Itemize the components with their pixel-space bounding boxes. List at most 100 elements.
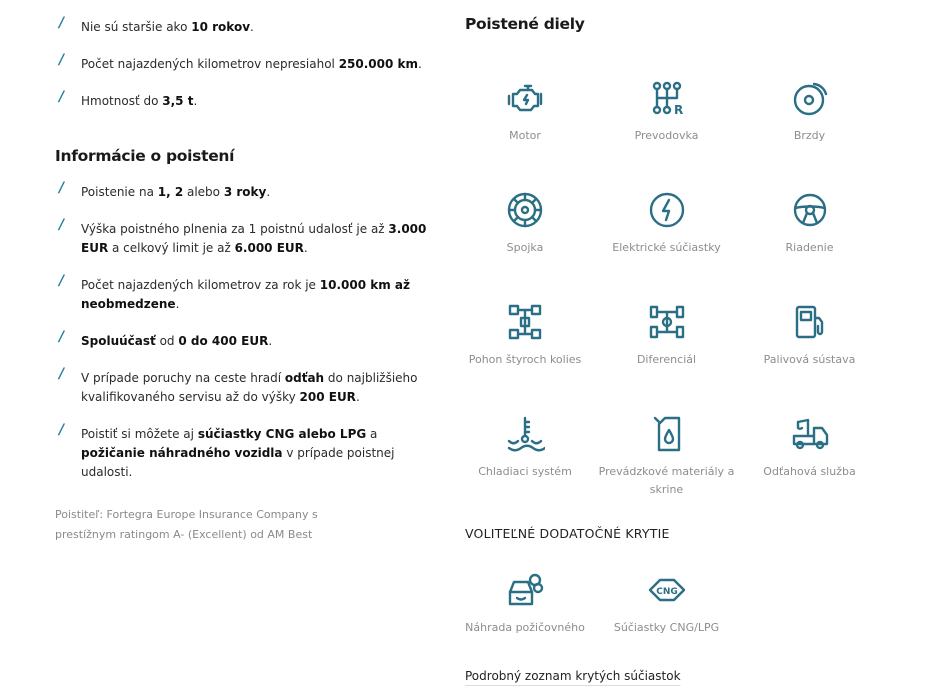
text: Nie sú staršie ako: [81, 20, 192, 34]
part-label: Motor: [509, 129, 541, 142]
part-tile: Motor: [455, 78, 595, 190]
part-tile: Chladiaci systém: [455, 414, 595, 526]
info-heading: Informácie o poistení: [55, 147, 235, 165]
part-tile: Palivová sústava: [738, 302, 881, 414]
text: Poistiť si môžete aj: [81, 427, 198, 441]
slash-bullet-icon: /: [59, 422, 65, 438]
slash-bullet-icon: /: [59, 180, 65, 196]
optional-heading: VOLITEĽNÉ DODATOČNÉ KRYTIE: [465, 526, 670, 541]
slash-bullet-icon: /: [59, 89, 65, 105]
text: .: [303, 241, 308, 255]
part-tile: Riadenie: [738, 190, 881, 302]
text: Počet najazdených kilometrov za rok je: [81, 278, 320, 292]
parts-grid: Motor R Prevodovka Brzdy Spojka Elektrické sú…: [455, 78, 875, 526]
gear-shift-icon: R: [652, 81, 683, 117]
part-label: Elektrické súčiastky: [612, 241, 721, 254]
slash-bullet-icon: /: [59, 273, 65, 289]
cng-icon: CNG: [648, 578, 685, 602]
bold-text: 3.000 EUR: [81, 222, 427, 255]
part-tile: R Prevodovka: [595, 78, 738, 190]
replacement-car-icon: [508, 573, 544, 606]
part-tile: Brzdy: [738, 78, 881, 190]
steering-wheel-icon: [793, 193, 826, 227]
slash-bullet-icon: /: [59, 15, 65, 31]
list-item: / Počet najazdených kilometrov nepresiaho…: [55, 52, 422, 74]
brake-disc-icon: [793, 82, 827, 116]
bold-text: 250.000 km: [338, 57, 419, 71]
lightning-icon: [649, 192, 684, 228]
part-tile: Prevádzkové materiály a skrine: [595, 414, 738, 526]
four-wheel-drive-icon: [508, 304, 542, 340]
text: a: [366, 427, 378, 441]
bold-text: 200 EUR: [299, 390, 356, 404]
text: .: [266, 185, 271, 199]
part-label: Spojka: [506, 241, 544, 254]
text: .: [355, 390, 360, 404]
bold-text: súčiastky CNG alebo LPG: [197, 427, 367, 441]
text: .: [268, 334, 273, 348]
text: Výška poistného plnenia za 1 poistnú uda…: [81, 222, 389, 236]
text: .: [193, 94, 198, 108]
list-item: / Nie sú staršie ako 10 rokov.: [55, 15, 422, 37]
text: v prípade poistnej udalosti.: [81, 446, 395, 479]
slash-bullet-icon: /: [59, 52, 65, 68]
part-tile: Diferenciál: [595, 302, 738, 414]
part-tile: Spojka: [455, 190, 595, 302]
part-tile: CNG Súčiastky CNG/LPG: [595, 570, 738, 682]
list-item: / Počet najazdených kilometrov za rok je …: [55, 273, 435, 314]
part-tile: Odťahová služba: [738, 414, 881, 526]
part-label: Náhrada požičovného: [465, 621, 585, 634]
clutch-icon: [507, 192, 543, 228]
list-item: / Hmotnosť do 3,5 t.: [55, 89, 422, 111]
part-label: Palivová sústava: [763, 353, 856, 366]
tow-truck-icon: [792, 418, 828, 450]
bold-text: 10 rokov: [191, 20, 251, 34]
bold-text: 3,5 t: [162, 94, 194, 108]
part-label: Diferenciál: [636, 353, 697, 366]
svg-text:CNG: CNG: [656, 587, 678, 597]
list-item: / Poistenie na 1, 2 alebo 3 roky.: [55, 180, 435, 202]
list-item: / Poistiť si môžete aj súčiastky CNG aleb…: [55, 422, 435, 482]
part-tile: Pohon štyroch kolies: [455, 302, 595, 414]
text: a celkový limit je až: [108, 241, 235, 255]
part-label: Súčiastky CNG/LPG: [613, 621, 720, 634]
part-label: Prevádzkové materiály a skrine: [598, 465, 735, 496]
parts-heading: Poistené diely: [465, 15, 585, 33]
engine-icon: [507, 84, 543, 112]
info-list: / Poistenie na 1, 2 alebo 3 roky. / Výška p…: [55, 180, 435, 500]
part-label: Odťahová služba: [763, 465, 856, 478]
text: od: [155, 334, 179, 348]
part-tile: Elektrické súčiastky: [595, 190, 738, 302]
text: Hmotnosť do: [81, 94, 163, 108]
bold-text: odťah: [284, 371, 325, 385]
list-item: / Výška poistného plnenia za 1 poistnú ud…: [55, 217, 435, 258]
differential-icon: [649, 305, 684, 339]
slash-bullet-icon: /: [59, 329, 65, 345]
text: V prípade poruchy na ceste hradí: [81, 371, 285, 385]
part-label: Chladiaci systém: [478, 465, 572, 478]
bold-text: 0 do 400 EUR: [178, 334, 269, 348]
bold-text: 1, 2: [157, 185, 184, 199]
bold-text: 10.000 km až neobmedzene: [81, 278, 410, 311]
fuel-pump-icon: [795, 305, 823, 339]
part-label: Prevodovka: [634, 129, 699, 142]
text: Počet najazdených kilometrov nepresiahol: [81, 57, 339, 71]
detail-list-link[interactable]: Podrobný zoznam krytých súčiastok: [465, 669, 681, 683]
part-tile: Náhrada požičovného: [455, 570, 595, 682]
optional-grid: Náhrada požičovného CNG Súčiastky CNG/LPG: [455, 570, 738, 682]
text: Poistenie na: [81, 185, 158, 199]
part-label: Riadenie: [785, 241, 834, 254]
oil-canister-icon: [653, 416, 680, 452]
bold-text: Spoluúčasť: [81, 334, 156, 348]
text: .: [418, 57, 422, 71]
svg-text:R: R: [674, 103, 683, 117]
list-item: / Spoluúčasť od 0 do 400 EUR.: [55, 329, 435, 351]
bold-text: 3 roky: [223, 185, 267, 199]
part-label: Brzdy: [793, 129, 826, 142]
slash-bullet-icon: /: [59, 366, 65, 382]
part-label: Pohon štyroch kolies: [468, 353, 582, 366]
insurer-note: Poistiteľ: Fortegra Europe Insurance Com…: [55, 508, 318, 541]
bold-text: 6.000 EUR: [234, 241, 304, 255]
slash-bullet-icon: /: [59, 217, 65, 233]
text: .: [175, 297, 180, 311]
